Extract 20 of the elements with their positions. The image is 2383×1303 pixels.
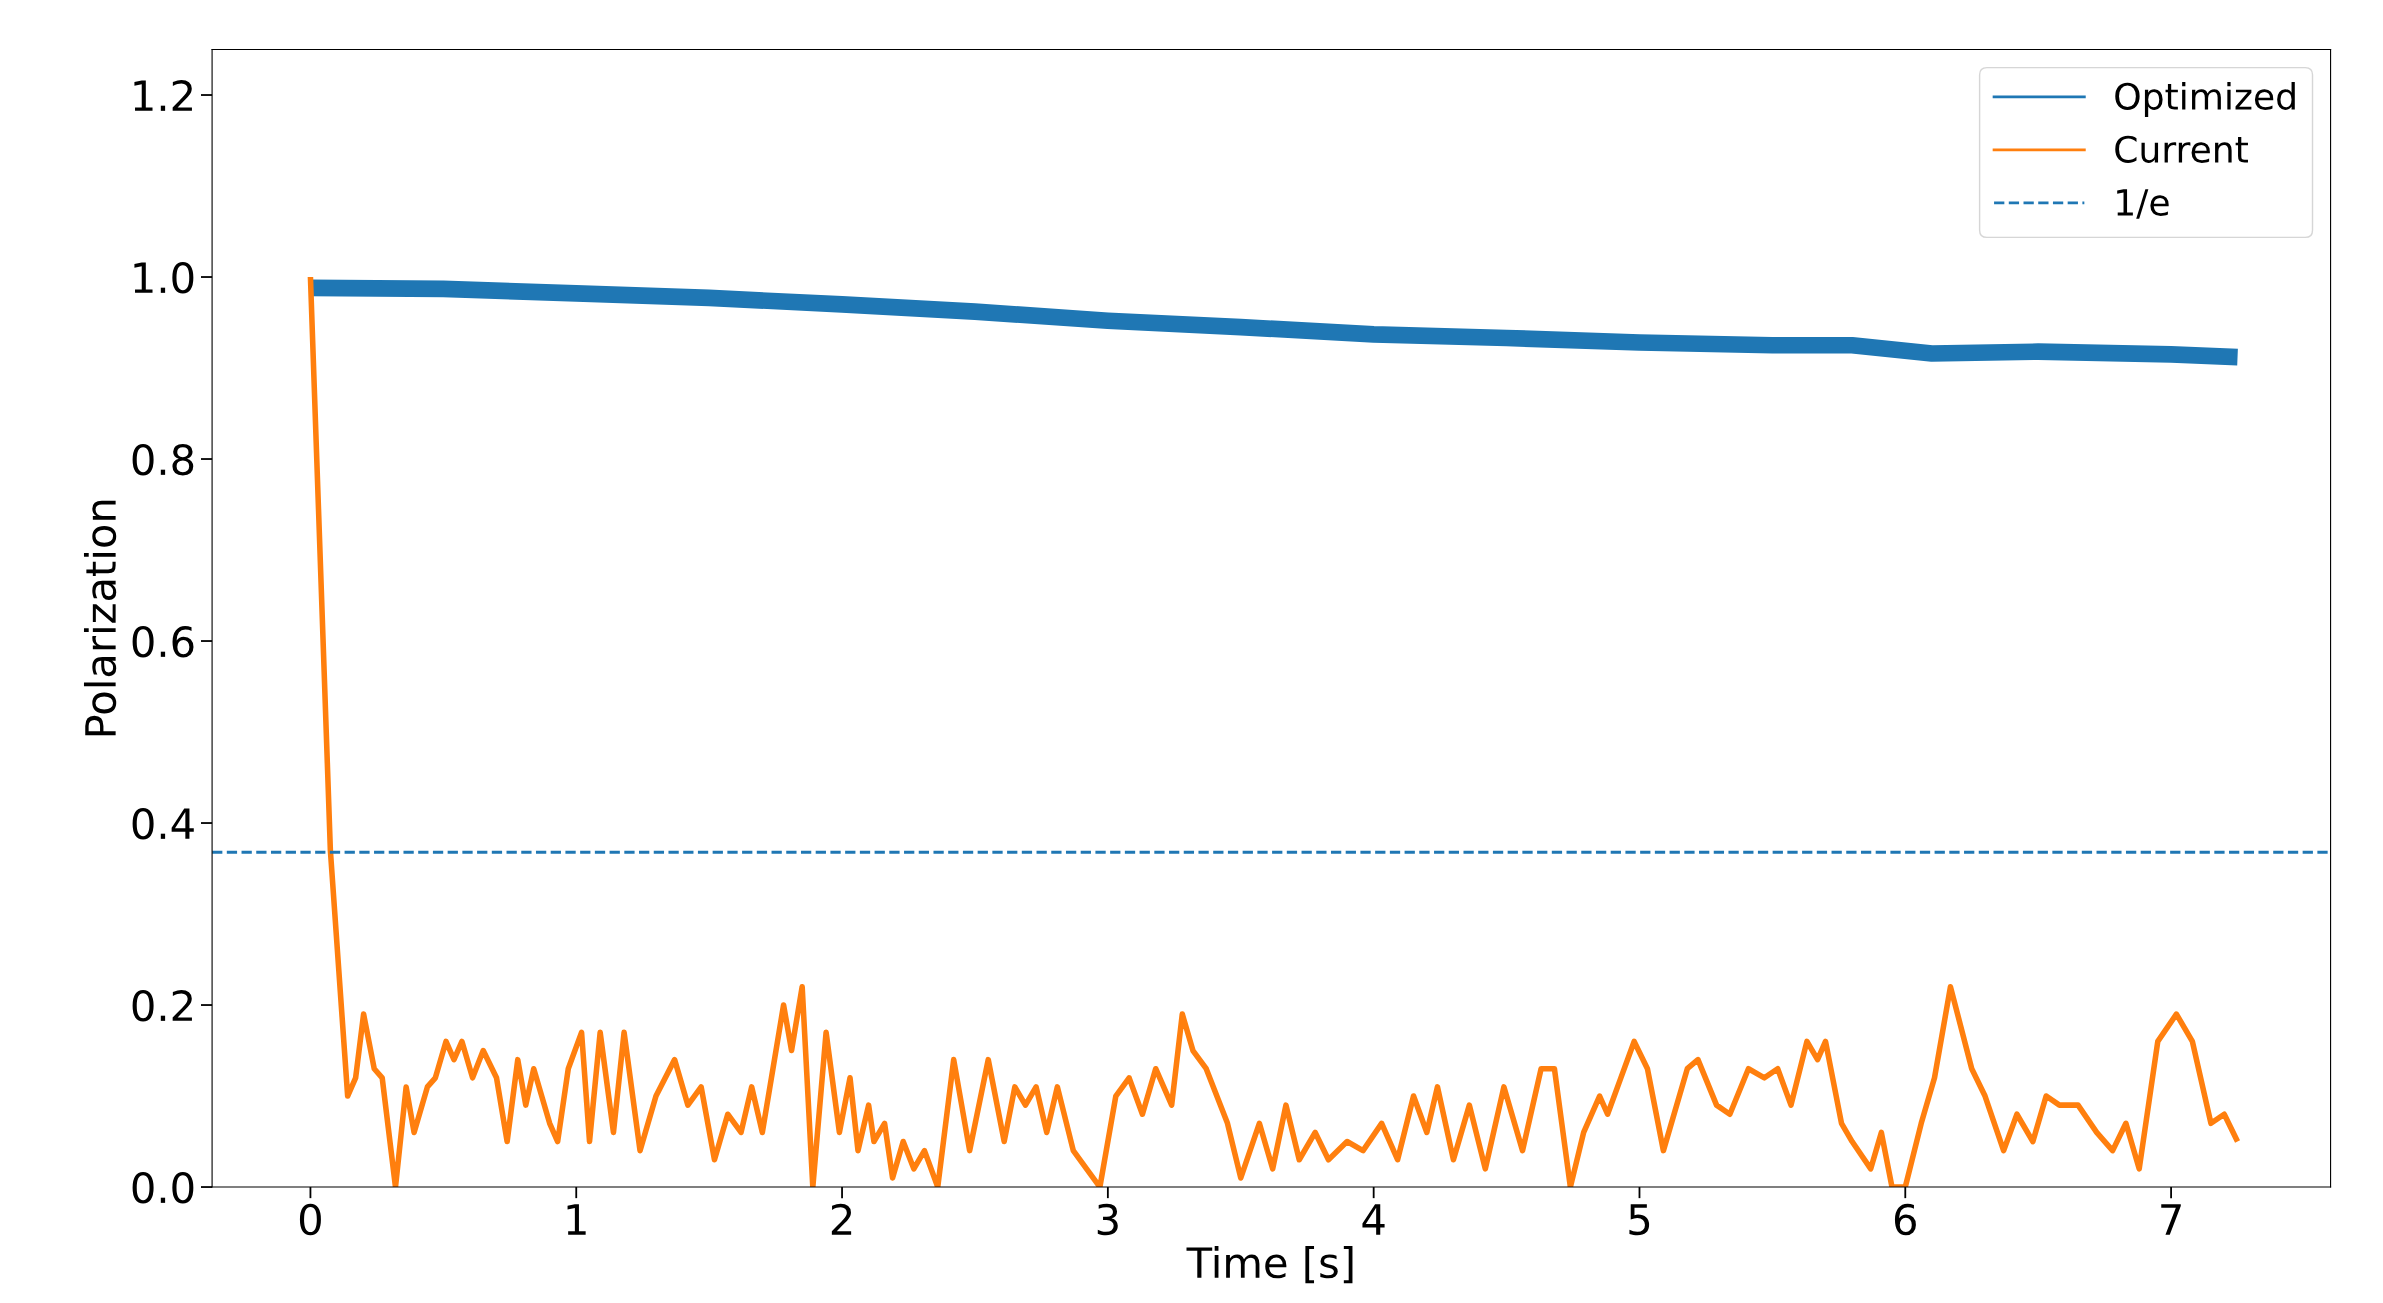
y-tick-label: 1.2 (134, 79, 192, 111)
x-tick-label: 7 (2161, 1204, 2181, 1235)
y-tick-label: 0.6 (132, 625, 194, 658)
x-tick-label: 3 (1097, 1203, 1118, 1236)
x-tick-label: 6 (1894, 1203, 1916, 1236)
x-tick-label: 1 (567, 1204, 586, 1235)
y-tick-label: 0.8 (132, 443, 194, 476)
legend-label: Optimized (2115, 82, 2295, 117)
y-axis-title: Polarization (83, 500, 117, 736)
y-tick-label: 1.0 (134, 261, 194, 294)
y-tick-label: 0.0 (132, 1171, 194, 1204)
x-tick-label: 4 (1362, 1204, 1385, 1235)
legend-label: Current (2115, 135, 2248, 163)
x-tick-label: 5 (1629, 1204, 1650, 1236)
y-tick-label: 0.2 (132, 989, 192, 1022)
x-axis-title: Time [s] (1186, 1246, 1353, 1284)
x-tick-label: 0 (299, 1203, 321, 1236)
legend-label: 1/e (2117, 189, 2169, 219)
x-tick-label: 2 (831, 1203, 852, 1235)
y-tick-label: 0.4 (132, 807, 194, 840)
